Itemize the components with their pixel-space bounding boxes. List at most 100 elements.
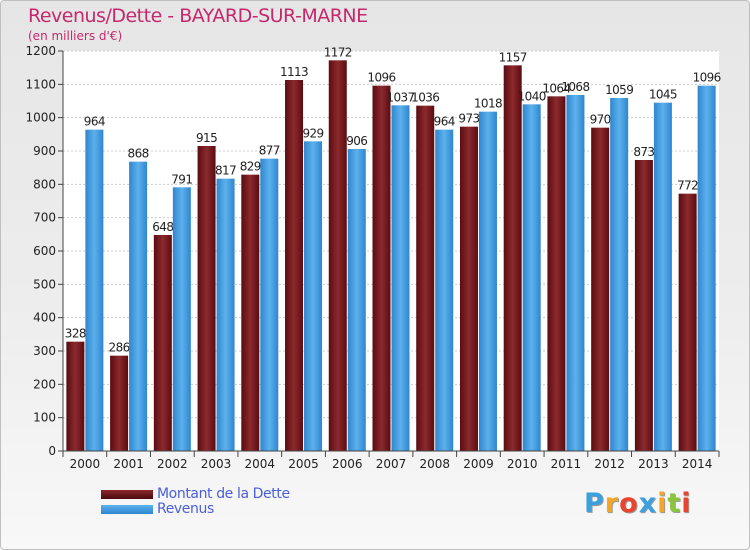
data-label: 1059 — [605, 83, 633, 97]
legend-label-dette: Montant de la Dette — [157, 486, 290, 502]
bar-dette — [459, 126, 478, 452]
bar-dette — [634, 160, 653, 451]
legend-swatch-revenus — [101, 505, 153, 514]
bar-revenus — [260, 158, 279, 451]
y-tick-label: 1100 — [25, 77, 56, 91]
bar-revenus — [216, 178, 235, 451]
bar-revenus — [172, 187, 191, 452]
data-label: 1064 — [542, 81, 570, 95]
y-tick-label: 800 — [33, 177, 56, 191]
bar-revenus — [478, 111, 497, 452]
legend-swatch-dette — [101, 490, 153, 499]
bar-dette — [241, 174, 260, 451]
logo-letter: i — [681, 488, 692, 519]
data-label: 906 — [346, 134, 367, 148]
x-tick-label: 2005 — [288, 457, 319, 471]
x-tick-label: 2001 — [113, 457, 144, 471]
chart-subtitle: (en milliers d'€) — [28, 29, 123, 43]
data-label: 868 — [128, 147, 149, 161]
bar-dette — [503, 65, 522, 451]
logo-letter: x — [638, 488, 658, 519]
logo-letter: o — [619, 488, 639, 519]
x-tick-label: 2014 — [682, 457, 713, 471]
bar-revenus — [129, 161, 148, 451]
data-label: 970 — [590, 113, 611, 127]
data-label: 1037 — [386, 90, 414, 104]
data-label: 829 — [240, 160, 261, 174]
y-tick-label: 900 — [33, 144, 56, 158]
bar-dette — [153, 235, 172, 451]
y-tick-label: 600 — [33, 244, 56, 258]
bar-dette — [591, 127, 610, 452]
x-tick-label: 2007 — [376, 457, 407, 471]
y-tick-label: 400 — [33, 311, 56, 325]
x-tick-label: 2010 — [507, 457, 538, 471]
bar-dette — [416, 105, 435, 452]
data-label: 817 — [215, 164, 236, 178]
bar-revenus — [391, 105, 410, 451]
bar-dette — [372, 85, 391, 452]
data-label: 1113 — [280, 65, 308, 79]
data-label: 1045 — [649, 88, 677, 102]
data-label: 1096 — [693, 71, 721, 85]
x-tick-label: 2008 — [419, 457, 450, 471]
data-label: 973 — [458, 112, 479, 126]
bar-revenus — [304, 141, 323, 452]
data-label: 328 — [65, 327, 86, 341]
bar-dette — [328, 60, 347, 451]
bar-revenus — [347, 149, 366, 451]
data-label: 772 — [677, 179, 698, 193]
y-tick-label: 200 — [33, 377, 56, 391]
x-tick-label: 2011 — [551, 457, 582, 471]
bar-dette — [66, 341, 85, 451]
bar-revenus — [610, 98, 629, 451]
y-tick-label: 300 — [33, 344, 56, 358]
bar-revenus — [85, 129, 104, 451]
data-label: 964 — [84, 115, 105, 129]
bar-revenus — [697, 85, 716, 452]
x-tick-label: 2009 — [463, 457, 494, 471]
bar-dette — [285, 80, 304, 451]
y-tick-label: 700 — [33, 211, 56, 225]
bar-dette — [197, 146, 216, 451]
logo-letter: i — [657, 488, 668, 519]
logo-letter: r — [604, 488, 620, 519]
proxiti-logo: Proxiti — [584, 488, 692, 519]
data-label: 1036 — [411, 91, 439, 105]
x-tick-label: 2006 — [332, 457, 363, 471]
bar-dette — [547, 96, 566, 451]
data-label: 915 — [196, 131, 217, 145]
data-label: 877 — [259, 144, 280, 158]
bar-revenus — [435, 129, 454, 451]
x-tick-label: 2013 — [638, 457, 669, 471]
data-label: 873 — [633, 145, 654, 159]
y-tick-label: 100 — [33, 411, 56, 425]
data-label: 648 — [152, 220, 173, 234]
data-label: 1068 — [561, 80, 589, 94]
bar-revenus — [566, 95, 585, 451]
data-label: 1018 — [474, 97, 502, 111]
x-tick-label: 2012 — [594, 457, 625, 471]
bar-dette — [110, 355, 129, 451]
data-label: 286 — [109, 341, 130, 355]
logo-letter: P — [584, 488, 605, 519]
data-label: 1172 — [324, 45, 352, 59]
y-tick-label: 500 — [33, 277, 56, 291]
data-label: 1040 — [518, 89, 546, 103]
data-label: 929 — [302, 126, 323, 140]
bar-revenus — [522, 104, 541, 451]
data-label: 791 — [171, 172, 192, 186]
data-label: 1096 — [367, 71, 395, 85]
y-tick-label: 1000 — [25, 111, 56, 125]
x-tick-label: 2003 — [201, 457, 232, 471]
data-label: 964 — [434, 115, 455, 129]
x-tick-label: 2000 — [70, 457, 101, 471]
data-label: 1157 — [499, 50, 527, 64]
x-tick-label: 2002 — [157, 457, 188, 471]
chart-title: Revenus/Dette - BAYARD-SUR-MARNE — [28, 5, 368, 27]
y-tick-label: 1200 — [25, 44, 56, 58]
logo-letter: t — [667, 488, 682, 519]
bar-revenus — [653, 102, 672, 452]
